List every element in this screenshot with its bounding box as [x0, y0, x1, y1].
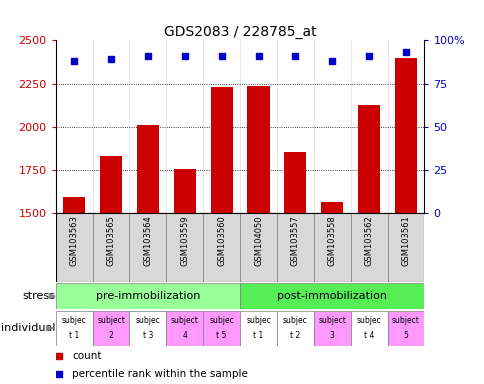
Bar: [394, 58, 416, 213]
Text: GSM103564: GSM103564: [143, 215, 152, 266]
Text: GSM104050: GSM104050: [254, 215, 262, 266]
Text: subjec: subjec: [209, 316, 234, 325]
Bar: [166, 213, 203, 282]
Bar: [63, 197, 85, 213]
Text: GSM103562: GSM103562: [364, 215, 373, 266]
Text: subject: subject: [318, 316, 346, 325]
Bar: [56, 213, 92, 282]
Bar: [203, 213, 240, 282]
Text: percentile rank within the sample: percentile rank within the sample: [72, 369, 248, 379]
Text: subjec: subjec: [282, 316, 307, 325]
Bar: [210, 87, 232, 213]
Bar: [276, 213, 313, 282]
Text: subjec: subjec: [135, 316, 160, 325]
Text: count: count: [72, 351, 102, 361]
Bar: [92, 311, 129, 346]
Bar: [129, 311, 166, 346]
Text: 4: 4: [182, 331, 187, 341]
Text: individual: individual: [0, 323, 55, 333]
Text: pre-immobilization: pre-immobilization: [95, 291, 200, 301]
Text: GSM103563: GSM103563: [70, 215, 78, 266]
Text: 3: 3: [329, 331, 334, 341]
Bar: [203, 311, 240, 346]
Bar: [320, 202, 343, 213]
Text: GSM103559: GSM103559: [180, 215, 189, 266]
Text: GSM103557: GSM103557: [290, 215, 299, 266]
Text: t 5: t 5: [216, 331, 227, 341]
Bar: [387, 311, 424, 346]
Bar: [240, 283, 424, 309]
Bar: [136, 125, 159, 213]
Text: GSM103565: GSM103565: [106, 215, 115, 266]
Bar: [313, 213, 350, 282]
Text: subject: subject: [170, 316, 198, 325]
Text: t 4: t 4: [363, 331, 374, 341]
Bar: [129, 213, 166, 282]
Text: 5: 5: [403, 331, 408, 341]
Bar: [100, 156, 122, 213]
Text: subjec: subjec: [61, 316, 87, 325]
Bar: [240, 311, 276, 346]
Text: t 1: t 1: [69, 331, 79, 341]
Text: 2: 2: [108, 331, 113, 341]
Bar: [276, 311, 313, 346]
Bar: [387, 213, 424, 282]
Bar: [56, 283, 240, 309]
Text: subject: subject: [97, 316, 125, 325]
Bar: [313, 311, 350, 346]
Bar: [247, 86, 269, 213]
Text: subject: subject: [391, 316, 419, 325]
Bar: [284, 152, 306, 213]
Title: GDS2083 / 228785_at: GDS2083 / 228785_at: [164, 25, 316, 39]
Bar: [166, 311, 203, 346]
Bar: [357, 105, 379, 213]
Text: GSM103560: GSM103560: [217, 215, 226, 266]
Text: t 3: t 3: [142, 331, 153, 341]
Text: stress: stress: [22, 291, 55, 301]
Bar: [56, 311, 92, 346]
Text: GSM103561: GSM103561: [401, 215, 409, 266]
Bar: [350, 311, 387, 346]
Text: t 1: t 1: [253, 331, 263, 341]
Bar: [240, 213, 276, 282]
Text: GSM103558: GSM103558: [327, 215, 336, 266]
Text: post-immobilization: post-immobilization: [277, 291, 386, 301]
Text: subjec: subjec: [356, 316, 381, 325]
Bar: [350, 213, 387, 282]
Text: t 2: t 2: [289, 331, 300, 341]
Bar: [173, 169, 196, 213]
Bar: [92, 213, 129, 282]
Text: subjec: subjec: [245, 316, 271, 325]
